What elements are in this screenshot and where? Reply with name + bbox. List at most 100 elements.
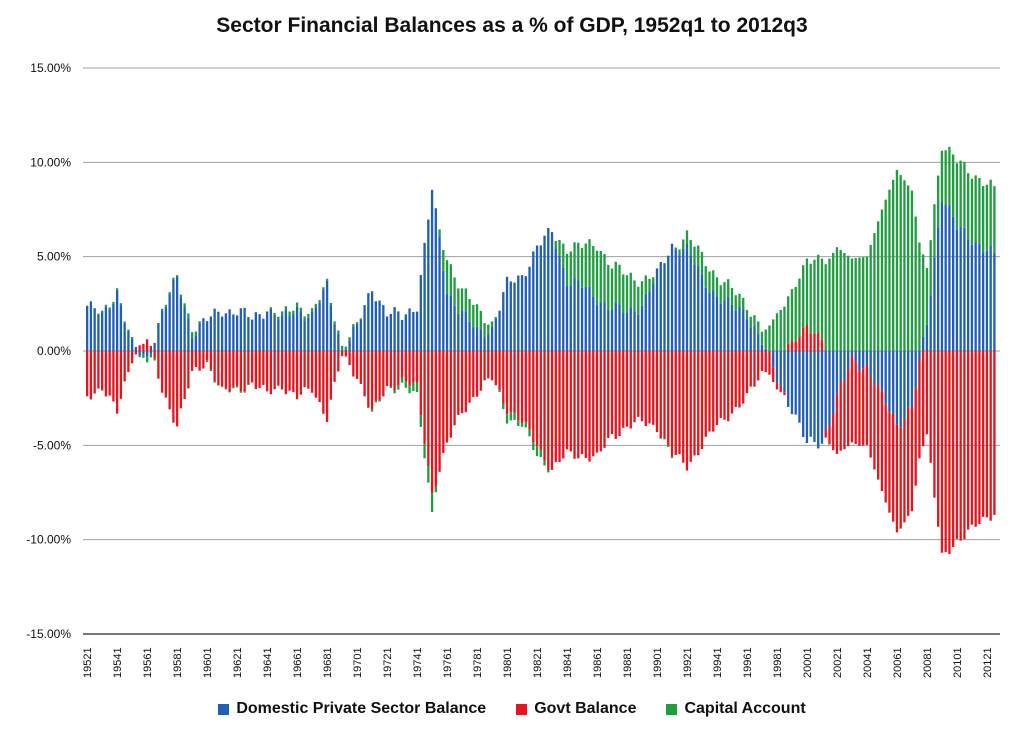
bar-private xyxy=(558,255,561,351)
bar-capital xyxy=(753,315,756,327)
bar-private xyxy=(472,327,475,351)
bar-capital xyxy=(772,319,775,351)
bar-private xyxy=(832,351,835,415)
bar-private xyxy=(247,317,250,351)
bar-capital xyxy=(149,353,153,358)
bar-govt xyxy=(520,351,524,423)
bar-private xyxy=(314,307,318,351)
x-tick-label: 19681 xyxy=(322,647,334,678)
bar-govt xyxy=(787,343,790,351)
bar-private xyxy=(959,226,962,351)
bar-private xyxy=(753,326,756,351)
bar-govt xyxy=(618,351,621,437)
bar-capital xyxy=(101,310,104,313)
bar-private xyxy=(513,282,516,351)
bar-private xyxy=(494,318,497,351)
bar-private xyxy=(408,308,411,351)
bar-private xyxy=(344,349,347,351)
bar-govt xyxy=(254,351,258,390)
bar-govt xyxy=(202,351,205,369)
bar-govt xyxy=(145,339,149,351)
bar-private xyxy=(618,304,621,351)
bar-govt xyxy=(670,351,674,457)
bar-capital xyxy=(667,445,670,447)
bar-govt xyxy=(775,382,779,390)
bar-private xyxy=(487,334,490,351)
bar-capital xyxy=(179,294,183,298)
bar-govt xyxy=(292,351,295,393)
bar-capital xyxy=(599,250,602,303)
bar-capital xyxy=(764,329,767,349)
bar-govt xyxy=(682,351,685,463)
bar-govt xyxy=(119,351,123,399)
bar-private xyxy=(517,275,520,351)
bar-capital xyxy=(205,360,209,363)
bar-govt xyxy=(164,351,168,398)
bar-govt xyxy=(985,351,989,518)
bar-private xyxy=(142,351,145,355)
bar-capital xyxy=(802,265,805,328)
bar-govt xyxy=(884,404,887,503)
x-tick-label: 19821 xyxy=(532,647,544,678)
bar-private xyxy=(160,310,164,351)
bar-private xyxy=(742,309,745,351)
bar-govt xyxy=(479,351,482,391)
bar-capital xyxy=(119,303,123,306)
bar-private xyxy=(937,227,940,351)
x-tick-label: 19861 xyxy=(592,647,604,678)
bar-private xyxy=(205,321,209,351)
bar-capital xyxy=(475,304,479,327)
bar-capital xyxy=(982,186,985,253)
bar-capital xyxy=(723,282,726,301)
bar-private xyxy=(974,241,977,351)
bar-capital xyxy=(877,221,880,351)
bar-govt xyxy=(412,351,415,383)
bar-capital xyxy=(922,254,925,337)
bar-govt xyxy=(685,351,689,471)
bar-capital xyxy=(209,369,213,372)
bar-private xyxy=(524,276,527,351)
bar-govt xyxy=(179,351,183,409)
bar-govt xyxy=(453,351,456,426)
bar-capital xyxy=(719,285,722,304)
bar-private xyxy=(479,329,482,351)
bar-govt xyxy=(86,351,89,397)
bar-private xyxy=(340,349,344,351)
bar-private xyxy=(903,351,906,419)
bar-govt xyxy=(363,351,366,397)
bar-private xyxy=(539,245,542,351)
bar-capital xyxy=(715,277,719,297)
bar-govt xyxy=(982,351,985,517)
bar-capital xyxy=(933,204,936,258)
bar-govt xyxy=(640,351,644,422)
bar-private xyxy=(543,235,546,351)
bar-govt xyxy=(802,327,805,351)
bar-govt xyxy=(715,351,719,426)
bar-private xyxy=(337,333,340,351)
bar-private xyxy=(532,251,535,351)
bar-private xyxy=(577,280,580,351)
bar-govt xyxy=(708,351,711,432)
bar-capital xyxy=(712,270,715,291)
bar-govt xyxy=(355,351,359,379)
bar-capital xyxy=(854,258,857,351)
bar-private xyxy=(404,314,407,351)
x-tick-label: 19761 xyxy=(442,647,454,678)
bar-capital xyxy=(820,258,824,340)
bar-private xyxy=(265,311,269,351)
bar-private xyxy=(925,324,929,351)
bar-private xyxy=(944,205,947,351)
bar-govt xyxy=(760,351,764,371)
bar-private xyxy=(157,323,160,351)
bar-govt xyxy=(325,351,329,422)
bar-private xyxy=(224,313,228,351)
bar-capital xyxy=(929,240,932,296)
bar-govt xyxy=(235,351,239,386)
bar-govt xyxy=(442,351,445,454)
bar-govt xyxy=(565,351,569,450)
bar-capital xyxy=(914,216,917,351)
bar-private xyxy=(892,351,895,414)
bar-govt xyxy=(303,351,306,388)
bar-govt xyxy=(955,351,959,539)
bar-private xyxy=(228,309,231,351)
